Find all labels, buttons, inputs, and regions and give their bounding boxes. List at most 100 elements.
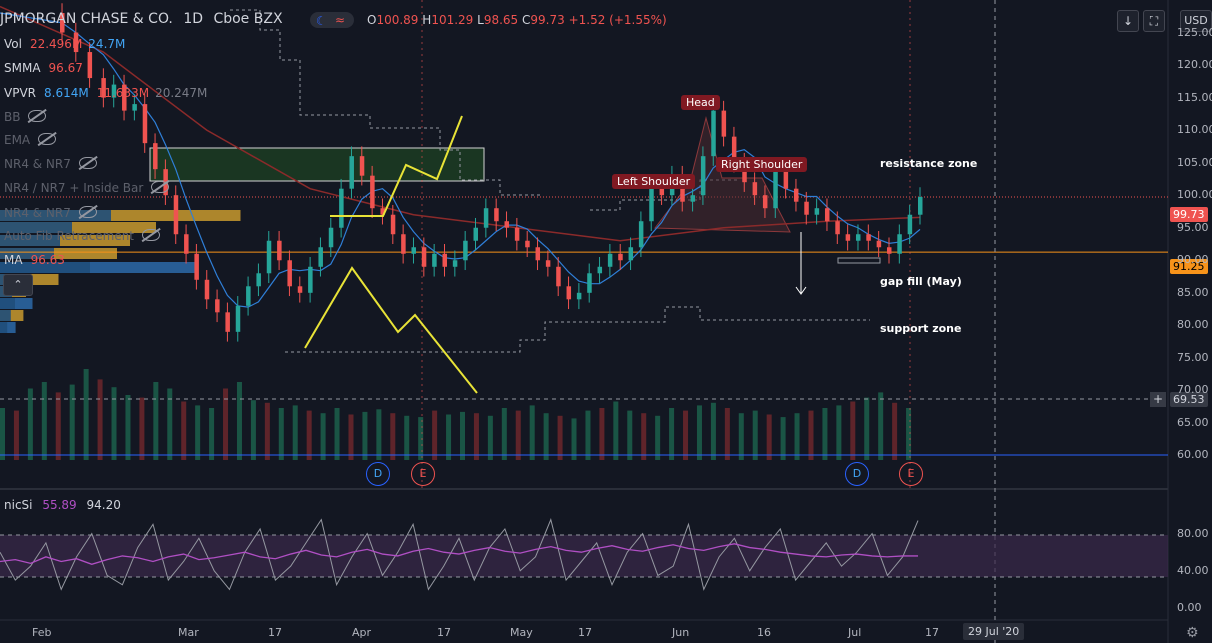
time-tick-label: Feb <box>32 626 52 639</box>
indicator-value: 11.633M <box>96 86 150 100</box>
volume-bar <box>850 401 856 460</box>
volume-bar <box>348 414 354 460</box>
rsi-tick-label: 0.00 <box>1177 601 1202 614</box>
time-tick-label: 17 <box>268 626 282 639</box>
right-shoulder-label: Right Shoulder <box>716 157 808 172</box>
vpvr-bar <box>0 262 90 273</box>
download-button[interactable]: ↓ <box>1117 10 1139 32</box>
volume-bar <box>27 388 33 460</box>
eye-hidden-icon[interactable] <box>151 181 170 193</box>
indicator-legend[interactable]: NR4 / NR7 + Inside Bar <box>4 181 170 195</box>
dividend-marker[interactable]: D <box>366 462 390 486</box>
candle-body <box>318 247 323 267</box>
eye-hidden-icon[interactable] <box>78 206 97 218</box>
indicator-legend[interactable]: NR4 & NR7 <box>4 206 97 220</box>
vpvr-bar <box>0 235 60 246</box>
vpvr-bar <box>0 210 111 221</box>
vpvr-bar <box>0 298 15 309</box>
candle-body <box>804 201 809 215</box>
candle-body <box>793 188 799 202</box>
volume-bar <box>236 382 242 460</box>
price-tick-label: 80.00 <box>1177 318 1209 332</box>
rsi-name: nicSi <box>4 498 33 512</box>
candle-body <box>918 196 923 215</box>
dividend-marker[interactable]: D <box>845 462 869 486</box>
candle-body <box>649 188 654 222</box>
market-status-icon[interactable] <box>310 12 354 28</box>
pattern-line-down <box>304 266 478 394</box>
earnings-marker[interactable]: E <box>411 462 435 486</box>
indicator-legend[interactable]: BB <box>4 110 47 124</box>
gear-icon[interactable]: ⚙ <box>1186 625 1199 641</box>
candle-body <box>246 286 251 306</box>
gap-box <box>837 257 881 264</box>
volume-bar <box>264 402 270 460</box>
volume-bar <box>529 405 535 460</box>
candle-body <box>897 234 902 254</box>
vpvr-bar <box>0 310 11 321</box>
eye-hidden-icon[interactable] <box>142 229 161 241</box>
volume-bar <box>473 413 479 460</box>
volume-bar <box>808 410 814 460</box>
fullscreen-button[interactable]: ⛶ <box>1143 10 1165 32</box>
candle-body <box>597 266 603 274</box>
volume-bar <box>97 379 103 460</box>
volume-bar <box>83 369 89 460</box>
volume-bar <box>515 410 521 460</box>
vpvr-bar <box>0 322 16 333</box>
volume-bar <box>181 401 187 460</box>
indicator-legend[interactable]: Vol 22.496M 24.7M <box>4 37 125 51</box>
candle-body <box>566 286 572 300</box>
volume-bar <box>696 405 702 460</box>
currency-button[interactable]: USD <box>1180 10 1212 32</box>
indicator-legend[interactable]: VPVR 8.614M 11.633M 20.247M <box>4 86 207 100</box>
candle-body <box>752 182 758 196</box>
candle-body <box>153 143 158 170</box>
vpvr-bar <box>0 298 33 309</box>
candle-body <box>494 208 499 222</box>
collapse-indicators-button[interactable]: ⌃ <box>3 274 33 296</box>
volume-bar <box>320 413 326 460</box>
volume-bar <box>334 408 340 460</box>
price-tick-label: 95.00 <box>1177 220 1209 234</box>
indicator-legend[interactable]: NR4 & NR7 <box>4 157 97 171</box>
candle-body <box>731 136 737 163</box>
candle-body <box>824 208 830 222</box>
volume-bar <box>69 384 75 460</box>
volume-bar <box>571 418 577 460</box>
indicator-value: 96.67 <box>48 61 83 75</box>
pattern-line-up <box>330 115 463 217</box>
candle-body <box>866 234 871 241</box>
eye-hidden-icon[interactable] <box>38 133 57 145</box>
indicator-legend[interactable]: SMMA 96.67 <box>4 61 83 75</box>
volume-bar <box>432 410 438 460</box>
indicator-legend[interactable]: Auto Fib Retracement <box>4 229 161 243</box>
candle-body <box>411 247 416 254</box>
volume-bar <box>669 408 675 460</box>
indicator-name: NR4 & NR7 <box>4 157 71 171</box>
earnings-marker[interactable]: E <box>899 462 923 486</box>
volume-bar <box>446 414 452 460</box>
volume-bar <box>557 415 563 460</box>
indicator-legend[interactable]: MA 96.63 <box>4 253 65 267</box>
add-alert-icon[interactable]: + <box>1150 392 1166 407</box>
volume-bar <box>195 405 201 460</box>
candle-body <box>73 32 79 53</box>
ohlc-readout: O100.89 H101.29 L98.65 C99.73 +1.52 (+1.… <box>367 13 667 27</box>
candle-body <box>122 84 127 111</box>
symbol-name: JPMORGAN CHASE & CO. <box>0 11 173 27</box>
eye-hidden-icon[interactable] <box>28 110 47 122</box>
indicator-legend[interactable]: EMA <box>4 133 57 147</box>
price-tick-label: 110.00 <box>1177 123 1212 137</box>
candle-body <box>576 292 582 300</box>
volume-bar <box>683 410 689 460</box>
vpvr-bar <box>0 222 156 233</box>
candle-body <box>773 169 778 209</box>
eye-hidden-icon[interactable] <box>78 157 97 169</box>
nr-level-line <box>285 306 870 353</box>
volume-bar <box>223 388 229 460</box>
head-label: Head <box>681 95 720 110</box>
indicator-value: 22.496M <box>29 37 83 51</box>
